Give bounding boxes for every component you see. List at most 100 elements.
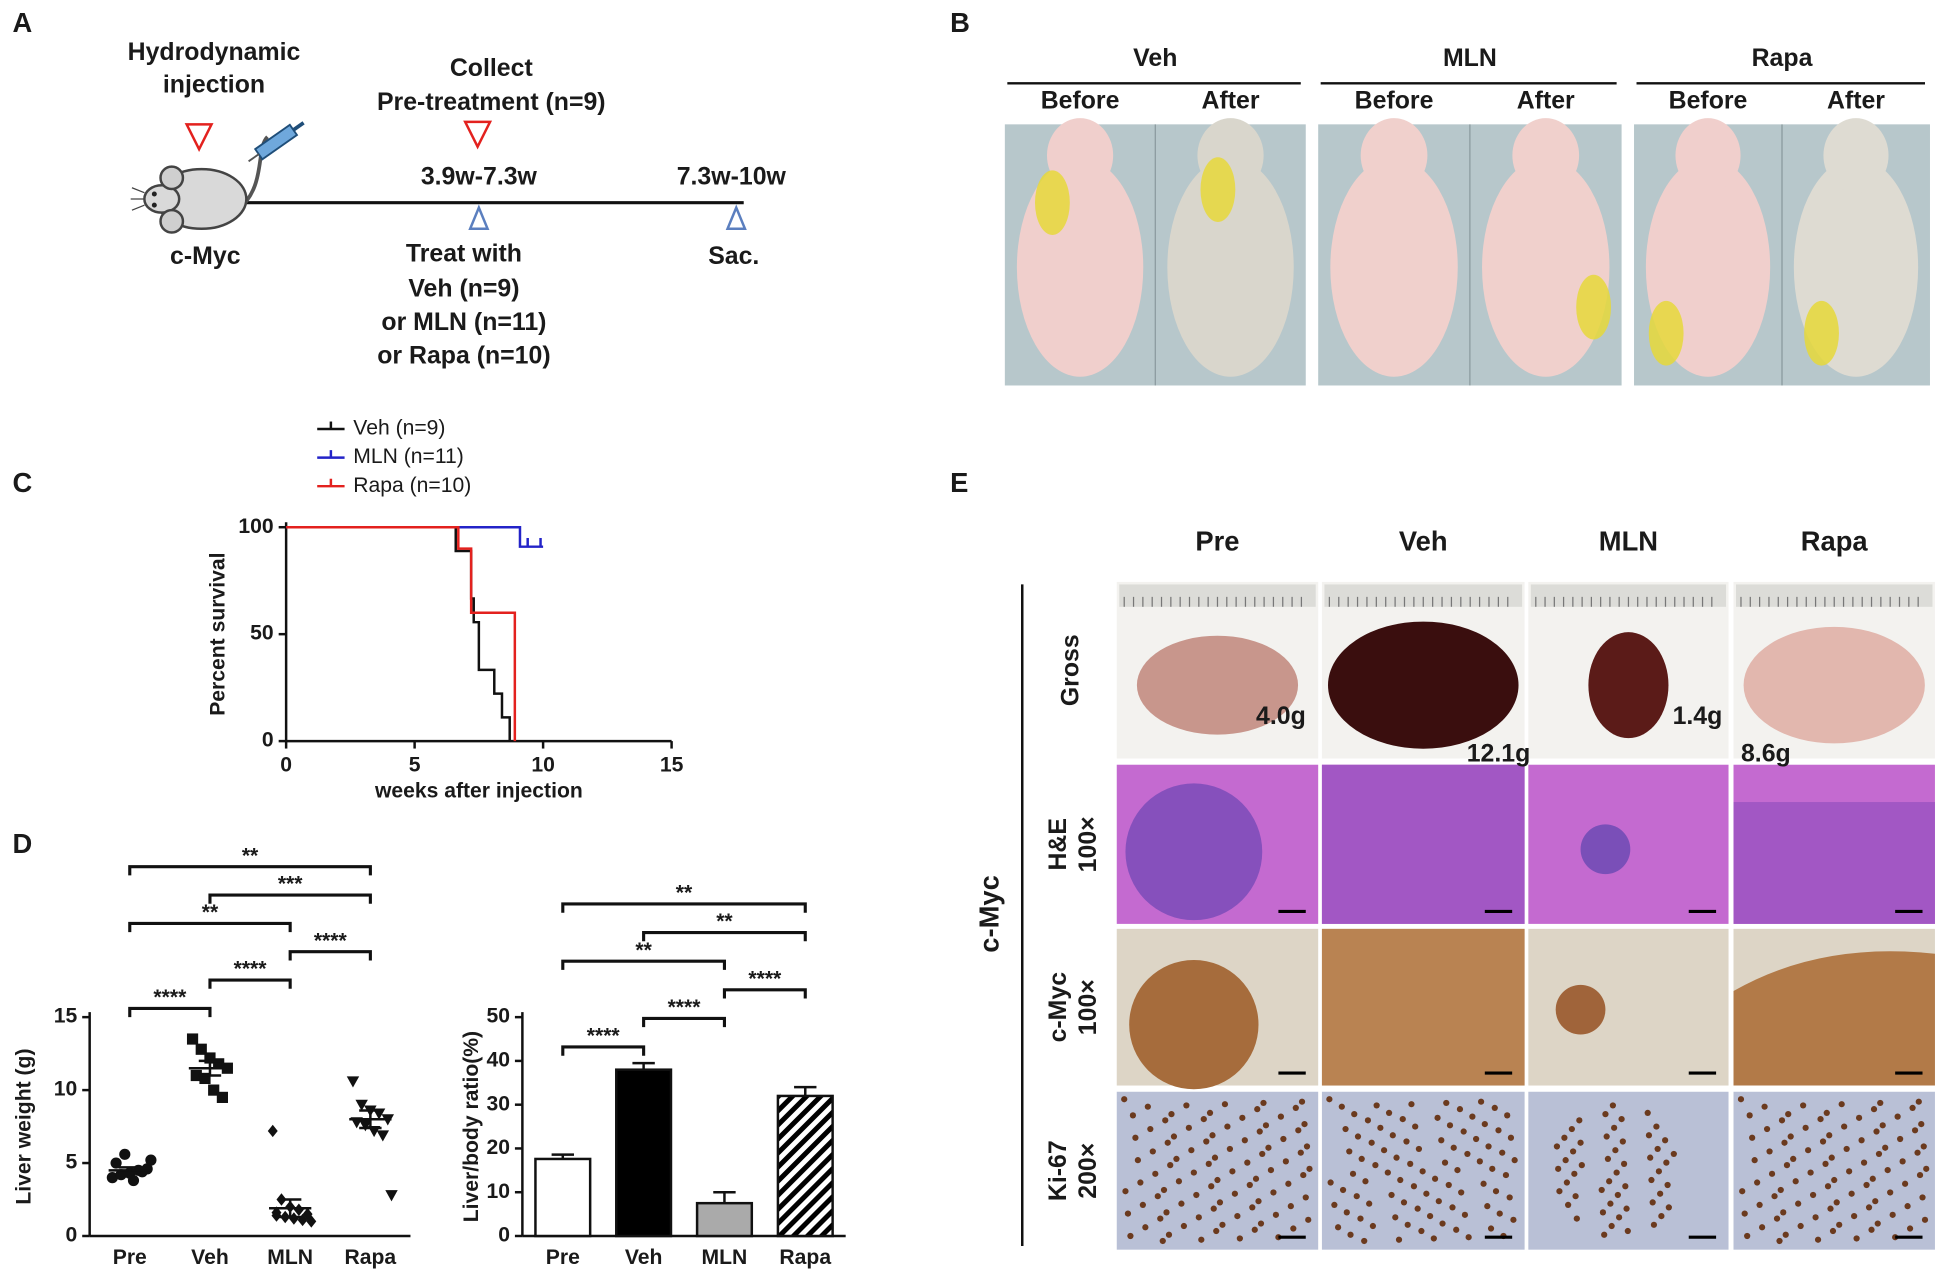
data-point bbox=[213, 1058, 225, 1070]
tumor-area bbox=[1733, 951, 1935, 1086]
nucleus bbox=[1461, 1211, 1469, 1218]
data-point bbox=[204, 1052, 216, 1064]
nucleus bbox=[1569, 1148, 1577, 1155]
nucleus bbox=[1338, 1103, 1345, 1110]
data-point bbox=[271, 1206, 282, 1219]
x-tick-label: 0 bbox=[280, 754, 292, 777]
x-tick-label: Rapa bbox=[345, 1246, 397, 1269]
nucleus bbox=[1159, 1237, 1166, 1245]
nucleus bbox=[1469, 1113, 1476, 1120]
significance-label: ** bbox=[635, 939, 652, 962]
nucleus bbox=[1831, 1176, 1838, 1184]
tumor-nodule bbox=[1580, 824, 1631, 875]
nucleus bbox=[1193, 1191, 1200, 1199]
nucleus bbox=[1578, 1162, 1585, 1169]
error-bar bbox=[713, 1190, 736, 1204]
y-tick-label: 50 bbox=[486, 1005, 510, 1028]
y-tick-label: 0 bbox=[65, 1224, 77, 1247]
row-label: c-Myc bbox=[1044, 972, 1072, 1043]
tumor-area bbox=[1321, 764, 1525, 924]
nucleus bbox=[1449, 1204, 1456, 1211]
arrow-marker bbox=[725, 204, 747, 231]
nucleus bbox=[1206, 1109, 1214, 1116]
nucleus bbox=[1267, 1166, 1275, 1174]
nucleus bbox=[1492, 1188, 1500, 1195]
nucleus bbox=[1741, 1210, 1748, 1217]
nucleus bbox=[1210, 1205, 1217, 1212]
nucleus bbox=[1298, 1098, 1306, 1105]
nucleus bbox=[1254, 1106, 1261, 1113]
nucleus bbox=[1665, 1204, 1672, 1211]
y-tick-label: 40 bbox=[486, 1048, 510, 1071]
nucleus bbox=[1807, 1169, 1814, 1176]
data-point bbox=[106, 1172, 118, 1184]
nucleus bbox=[1395, 1236, 1403, 1243]
label: 3.9w-7.3w bbox=[421, 162, 538, 190]
significance-bracket bbox=[722, 988, 807, 999]
nucleus bbox=[1480, 1180, 1487, 1187]
nucleus bbox=[1412, 1123, 1419, 1130]
nucleus bbox=[1841, 1123, 1848, 1130]
nucleus bbox=[1491, 1104, 1498, 1112]
liver bbox=[1588, 632, 1669, 739]
nucleus bbox=[1819, 1138, 1827, 1145]
nucleus bbox=[1860, 1159, 1868, 1166]
nucleus bbox=[1795, 1200, 1802, 1207]
nucleus bbox=[1787, 1133, 1794, 1140]
nucleus bbox=[1823, 1109, 1830, 1116]
nucleus bbox=[1623, 1205, 1630, 1212]
nucleus bbox=[1414, 1205, 1421, 1212]
nucleus bbox=[1838, 1101, 1845, 1108]
significance-label: ** bbox=[202, 901, 219, 924]
nucleus bbox=[1473, 1135, 1480, 1143]
nucleus bbox=[1410, 1183, 1418, 1190]
nucleus bbox=[1773, 1215, 1781, 1222]
nucleus bbox=[1894, 1113, 1901, 1120]
data-point bbox=[110, 1157, 122, 1169]
subgroup-label: Before bbox=[1355, 87, 1434, 115]
data-point bbox=[297, 1213, 308, 1227]
nucleus bbox=[1331, 1201, 1338, 1209]
nucleus bbox=[1654, 1145, 1661, 1153]
nucleus bbox=[1879, 1122, 1886, 1129]
liver-weight: 4.0g bbox=[1256, 702, 1306, 730]
error-bar bbox=[118, 1166, 141, 1175]
nucleus bbox=[1229, 1168, 1236, 1175]
nucleus bbox=[1875, 1150, 1883, 1158]
nucleus bbox=[1384, 1169, 1391, 1176]
significance-label: **** bbox=[587, 1025, 621, 1048]
y-tick-label: 15 bbox=[54, 1005, 78, 1028]
nucleus bbox=[1607, 1200, 1614, 1207]
nucleus bbox=[1812, 1214, 1819, 1221]
nucleus bbox=[1555, 1165, 1562, 1172]
nucleus bbox=[1510, 1216, 1517, 1223]
nucleus bbox=[1778, 1117, 1786, 1124]
nucleus bbox=[1485, 1143, 1492, 1150]
significance-label: **** bbox=[668, 996, 702, 1019]
nucleus bbox=[1262, 1122, 1270, 1129]
nucleus bbox=[1476, 1158, 1483, 1165]
liver-weight: 8.6g bbox=[1741, 739, 1791, 767]
label: Pre-treatment (n=9) bbox=[377, 88, 606, 116]
nucleus bbox=[1882, 1144, 1889, 1151]
tumor-area bbox=[1733, 802, 1935, 924]
nucleus bbox=[1576, 1117, 1583, 1124]
nucleus bbox=[1132, 1134, 1139, 1141]
nucleus bbox=[1439, 1220, 1446, 1227]
nucleus bbox=[1377, 1124, 1384, 1131]
nucleus bbox=[1185, 1124, 1192, 1131]
nucleus bbox=[1373, 1102, 1380, 1109]
nucleus bbox=[1415, 1145, 1423, 1153]
nucleus bbox=[1419, 1168, 1426, 1175]
nucleus bbox=[1362, 1178, 1369, 1185]
nucleus bbox=[1147, 1125, 1154, 1133]
nucleus bbox=[1183, 1102, 1190, 1109]
y-tick-label: 0 bbox=[498, 1224, 510, 1247]
nucleus bbox=[1620, 1160, 1628, 1167]
nucleus bbox=[1246, 1181, 1253, 1189]
significance-label: **** bbox=[314, 929, 348, 952]
label: Treat with bbox=[406, 239, 522, 267]
nucleus bbox=[1260, 1099, 1267, 1107]
